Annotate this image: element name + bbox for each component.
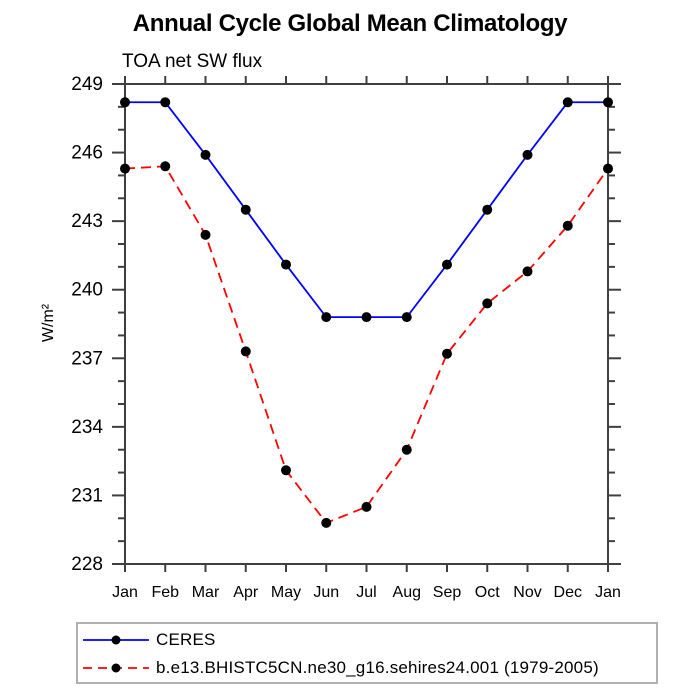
y-tick-label: 240 [71, 280, 103, 301]
x-tick-label: Apr [233, 584, 259, 601]
data-point-marker [442, 348, 452, 359]
chart-title: Annual Cycle Global Mean Climatology [132, 10, 568, 37]
y-tick-label: 228 [71, 554, 103, 575]
data-point-marker [522, 266, 533, 277]
x-tick-label: Jul [356, 584, 376, 601]
legend-marker [111, 635, 121, 645]
data-point-marker [200, 229, 211, 240]
x-tick-label: May [271, 584, 301, 601]
x-tick-label: Aug [393, 584, 421, 601]
data-point-marker [281, 465, 291, 476]
data-point-marker [120, 97, 130, 108]
data-point-marker [562, 97, 573, 108]
y-tick-label: 234 [71, 417, 103, 438]
legend-line-sample [83, 663, 149, 673]
x-tick-label: Oct [475, 584, 500, 601]
x-tick-label: Nov [513, 584, 541, 601]
data-point-marker [240, 204, 251, 215]
data-point-marker [321, 517, 332, 528]
data-point-marker [321, 312, 332, 323]
data-point-marker [200, 149, 211, 160]
legend-rows: CERES b.e13.BHISTC5CN.ne30_g16.sehires24.… [81, 626, 656, 682]
x-tick-label: Mar [192, 584, 220, 601]
y-tick-label: 237 [71, 348, 103, 369]
legend-item: CERES [81, 626, 656, 654]
data-point-marker [120, 163, 130, 174]
data-point-marker [361, 501, 372, 512]
legend-label: CERES [156, 630, 216, 649]
y-tick-label: 231 [71, 485, 103, 506]
y-tick-label: 249 [71, 74, 103, 95]
y-tick-label: 246 [71, 143, 103, 164]
legend-box: CERES b.e13.BHISTC5CN.ne30_g16.sehires24.… [76, 622, 658, 684]
data-point-marker [401, 312, 412, 323]
x-tick-label: Jan [112, 584, 138, 601]
series-line-1 [124, 165, 609, 524]
data-point-marker [442, 259, 452, 270]
data-point-marker [401, 444, 412, 455]
plot-frame [124, 83, 609, 565]
data-point-marker [522, 149, 533, 160]
data-point-marker [281, 259, 291, 270]
data-point-marker [361, 312, 372, 323]
data-point-marker [240, 346, 251, 357]
chart-subtitle: TOA net SW flux [122, 51, 263, 72]
legend-label: b.e13.BHISTC5CN.ne30_g16.sehires24.001 (… [156, 658, 599, 677]
x-tick-label: Jun [313, 584, 339, 601]
x-tick-label: Sep [433, 584, 462, 601]
x-tick-label: Dec [554, 584, 582, 601]
legend-line-sample [83, 635, 149, 645]
y-tick-label: 243 [71, 211, 103, 232]
data-point-marker [160, 97, 171, 108]
data-point-marker [482, 204, 493, 215]
legend-item: b.e13.BHISTC5CN.ne30_g16.sehires24.001 (… [81, 654, 656, 682]
legend-marker [111, 663, 121, 673]
data-point-marker [562, 220, 573, 231]
data-point-marker [482, 298, 493, 309]
series-line-0 [125, 101, 608, 319]
data-point-marker [160, 161, 171, 172]
data-point-marker [603, 163, 613, 174]
data-point-marker [603, 97, 613, 108]
x-tick-label: Feb [151, 584, 179, 601]
x-tick-label: Jan [595, 584, 621, 601]
